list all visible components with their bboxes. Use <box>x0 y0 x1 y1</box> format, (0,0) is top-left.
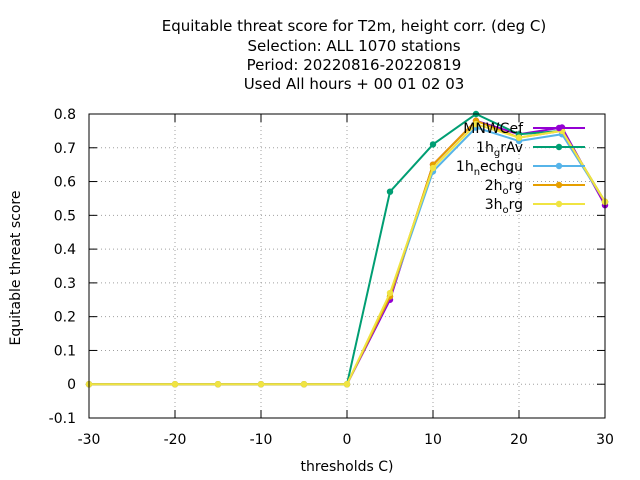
series-line <box>85 124 609 388</box>
x-tick-label: 20 <box>510 432 528 448</box>
legend-label: 1hgrAv <box>476 140 523 159</box>
legend-label-base: MNWC <box>463 121 509 137</box>
y-tick-label: 0.6 <box>54 175 76 191</box>
series-line-path <box>89 122 606 386</box>
y-tick-label: 0 <box>67 377 76 393</box>
legend-label-tail: rAv <box>500 140 523 156</box>
legend-label-tail: echgu <box>480 159 523 175</box>
x-tick-label: -30 <box>78 432 101 448</box>
legend-label-base: 3h <box>485 197 503 213</box>
y-tick-label: 0.5 <box>54 208 76 224</box>
data-point <box>300 381 308 388</box>
legend-entry: 2horg <box>485 178 585 197</box>
x-tick-label: -10 <box>250 432 273 448</box>
legend-entry: 1hgrAv <box>476 140 585 159</box>
y-tick-label: 0.1 <box>54 343 76 359</box>
data-point <box>386 289 394 297</box>
y-tick-label: -0.1 <box>49 411 76 427</box>
title-line-3: Period: 20220816-20220819 <box>246 56 462 74</box>
data-point <box>429 164 437 172</box>
data-point <box>429 141 437 148</box>
legend-label-sub: n <box>474 167 480 178</box>
legend-label: 1hnechgu <box>456 159 523 178</box>
data-point <box>386 188 394 195</box>
legend-swatch-point <box>555 162 563 170</box>
data-point <box>343 381 351 388</box>
legend-label-sub: o <box>502 186 508 197</box>
y-tick-label: 0.3 <box>54 276 76 292</box>
series-line-path <box>89 119 606 386</box>
y-tick-label: 0.8 <box>54 107 76 123</box>
legend-label-tail: ef <box>509 121 524 137</box>
y-tick-label: 0.7 <box>54 141 76 157</box>
plot-series <box>85 110 609 388</box>
x-tick-label: 30 <box>596 432 614 448</box>
title-line-2: Selection: ALL 1070 stations <box>247 37 461 55</box>
legend-label-tail: rg <box>509 178 523 194</box>
data-point <box>214 381 222 388</box>
data-point <box>472 120 480 128</box>
y-tick-label: 0.2 <box>54 310 76 326</box>
legend-swatch-point <box>555 181 563 189</box>
plot-frame <box>88 113 606 419</box>
legend-label-base: 1h <box>476 140 494 156</box>
data-point <box>515 134 523 141</box>
legend-entry: 1hnechgu <box>456 159 585 178</box>
data-point <box>171 381 179 388</box>
legend-label-tail: rg <box>509 197 523 213</box>
x-axis-label: thresholds C) <box>301 459 394 475</box>
title-line-4: Used All hours + 00 01 02 03 <box>243 75 465 93</box>
x-tick-label: 0 <box>343 432 352 448</box>
x-tick-label: -20 <box>164 432 187 448</box>
legend-swatch-point <box>555 143 563 151</box>
legend-label: 3horg <box>485 197 523 216</box>
legend-entry: MNWCef <box>463 121 585 137</box>
series-line-path <box>89 119 606 386</box>
x-tick-label: 10 <box>424 432 442 448</box>
legend-label-base: 2h <box>485 178 503 194</box>
legend-label: MNWCef <box>463 121 524 137</box>
legend-label: 2horg <box>485 178 523 197</box>
legend-swatch-point <box>555 124 563 132</box>
y-axis-label: Equitable threat score <box>8 191 24 346</box>
title-line-1: Equitable threat score for T2m, height c… <box>161 17 547 35</box>
grid <box>89 114 605 418</box>
data-point <box>257 381 265 388</box>
series-line <box>85 120 609 388</box>
legend-swatch-point <box>555 200 563 208</box>
y-tick-label: 0.4 <box>54 242 76 258</box>
legend-label-sub: g <box>494 148 500 159</box>
legend-entry: 3horg <box>485 197 585 216</box>
legend-label-sub: o <box>502 205 508 216</box>
axis-ticks: -30 -20 -10 0 10 20 30 -0.1 0 0.1 0.2 0.3 0.4 0.5 0.6 0… <box>49 107 614 448</box>
legend-label-base: 1h <box>456 159 474 175</box>
